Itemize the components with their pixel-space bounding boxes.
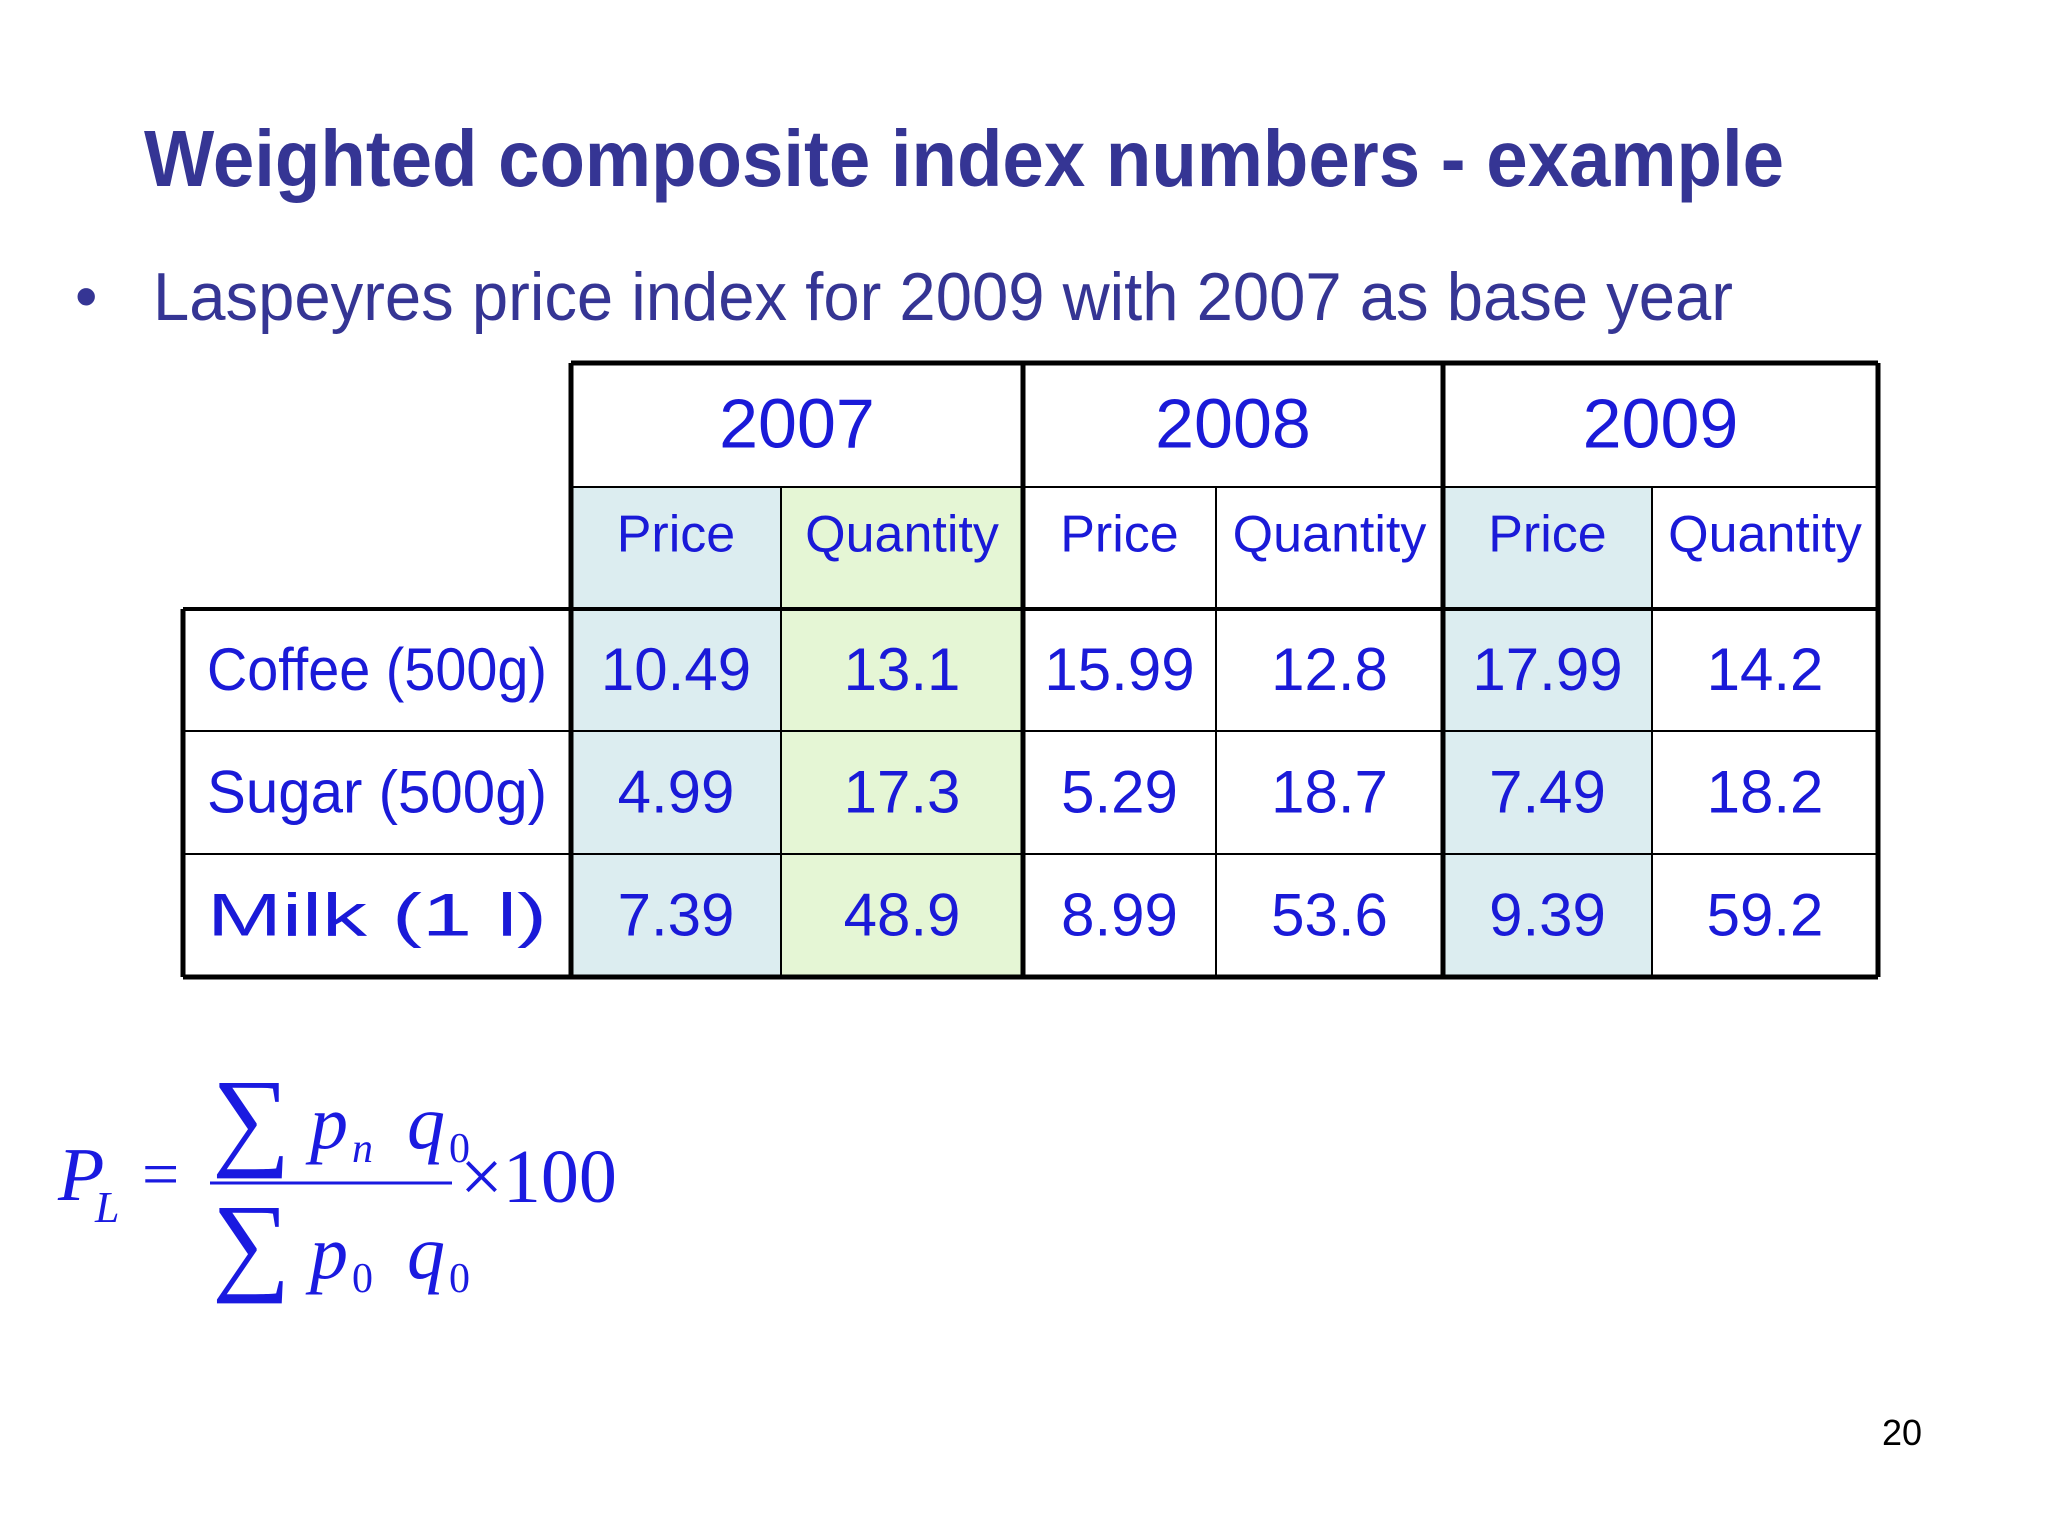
formula-variable: p	[305, 1211, 348, 1295]
row-label: Sugar (500g)	[207, 758, 547, 825]
table-cell: 12.8	[1271, 636, 1388, 703]
column-header: Quantity	[1233, 506, 1427, 564]
formula-index: n	[352, 1126, 373, 1172]
slide-title: Weighted composite index numbers - examp…	[144, 114, 1784, 203]
data-table: 2007 2008 2009 Price Quantity Price Quantity Pr…	[180, 360, 1881, 980]
table-cell: 48.9	[844, 881, 961, 948]
table-cell: 18.7	[1271, 758, 1388, 825]
formula-variable: q	[407, 1211, 445, 1295]
formula-sum: ∑	[212, 1057, 290, 1179]
table-cell: 59.2	[1707, 881, 1824, 948]
table-cell: 4.99	[618, 758, 735, 825]
year-header: 2009	[1583, 384, 1739, 462]
formula-index: 0	[352, 1256, 373, 1302]
table-cell: 10.49	[601, 636, 751, 703]
column-header: Price	[617, 506, 735, 564]
table-cell: 15.99	[1044, 636, 1194, 703]
formula-subscript: L	[94, 1183, 119, 1232]
table-cell: 17.99	[1472, 636, 1622, 703]
column-header: Price	[1488, 506, 1606, 564]
formula-sum: ∑	[212, 1182, 290, 1304]
table-cell: 7.39	[618, 881, 735, 948]
formula: PL = ∑∑p n q 0p 0 q 0×100	[57, 1057, 617, 1304]
table-cell: 8.99	[1061, 881, 1178, 948]
table-cell: 53.6	[1271, 881, 1388, 948]
table-cell: 17.3	[844, 758, 961, 825]
row-label: Coffee (500g)	[207, 636, 547, 703]
year-header: 2008	[1155, 384, 1311, 462]
year-header: 2007	[719, 384, 875, 462]
formula-index: 0	[449, 1256, 470, 1302]
column-header: Price	[1060, 506, 1178, 564]
formula-equals: =	[142, 1138, 179, 1211]
bullet-text: Laspeyres price index for 2009 with 2007…	[153, 259, 1733, 335]
column-header: Quantity	[1668, 506, 1862, 564]
bullet-dot: •	[75, 260, 97, 332]
table-cell: 18.2	[1707, 758, 1824, 825]
formula-symbol: P	[57, 1133, 104, 1217]
table-cell: 13.1	[844, 636, 961, 703]
table-cell: 7.49	[1489, 758, 1606, 825]
formula-multiplier: ×100	[460, 1135, 617, 1219]
table-cell: 14.2	[1707, 636, 1824, 703]
formula-index: 0	[449, 1126, 470, 1172]
column-header: Quantity	[805, 506, 999, 564]
table-cell: 5.29	[1061, 758, 1178, 825]
formula-variable: p	[305, 1081, 348, 1165]
row-label: Milk (1 l)	[207, 881, 547, 948]
page-number: 20	[1882, 1412, 1922, 1453]
formula-variable: q	[407, 1081, 445, 1165]
table-cell: 9.39	[1489, 881, 1606, 948]
